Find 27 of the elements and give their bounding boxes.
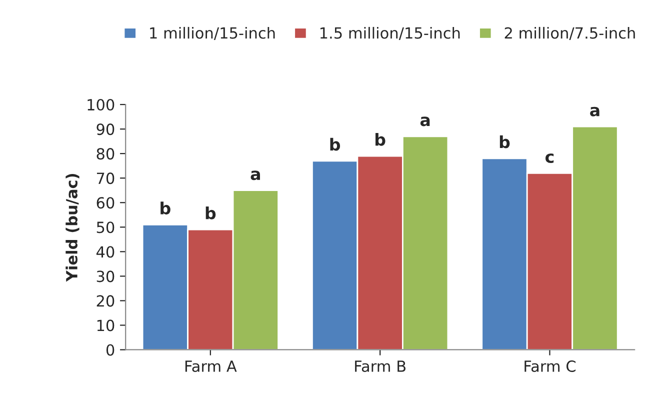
legend-label: 2 million/7.5-inch (504, 26, 635, 40)
y-tick-label: 50 (96, 222, 114, 234)
data-label: b (376, 132, 386, 146)
data-label: c (546, 153, 554, 164)
y-tick-label: 70 (96, 172, 114, 184)
legend-label: 1.5 million/15-inch (320, 26, 460, 40)
data-label: a (250, 170, 260, 180)
data-label: a (590, 106, 600, 116)
y-tick-label: 100 (88, 98, 114, 111)
y-tick-label: 10 (97, 320, 114, 332)
data-label: b (206, 206, 216, 220)
y-tick-label: 20 (96, 295, 114, 307)
y-tick-label: 60 (96, 197, 114, 209)
x-tick-label: Farm A (185, 360, 237, 372)
data-label: b (500, 135, 510, 148)
y-tick-label: 40 (96, 246, 114, 258)
y-tick-label: 90 (96, 124, 114, 136)
x-tick-label: Farm B (355, 360, 406, 372)
y-tick-label: 80 (96, 148, 114, 160)
x-tick-label: Farm C (524, 360, 576, 372)
y-tick-label: 30 (96, 270, 114, 282)
legend-label: 1 million/15-inch (150, 26, 275, 40)
data-label: a (420, 116, 430, 126)
data-label: b (160, 202, 170, 215)
y-axis-title: Yield (bu/ac) (66, 174, 80, 282)
y-tick-label: 0 (106, 344, 114, 356)
data-label: b (330, 138, 340, 151)
